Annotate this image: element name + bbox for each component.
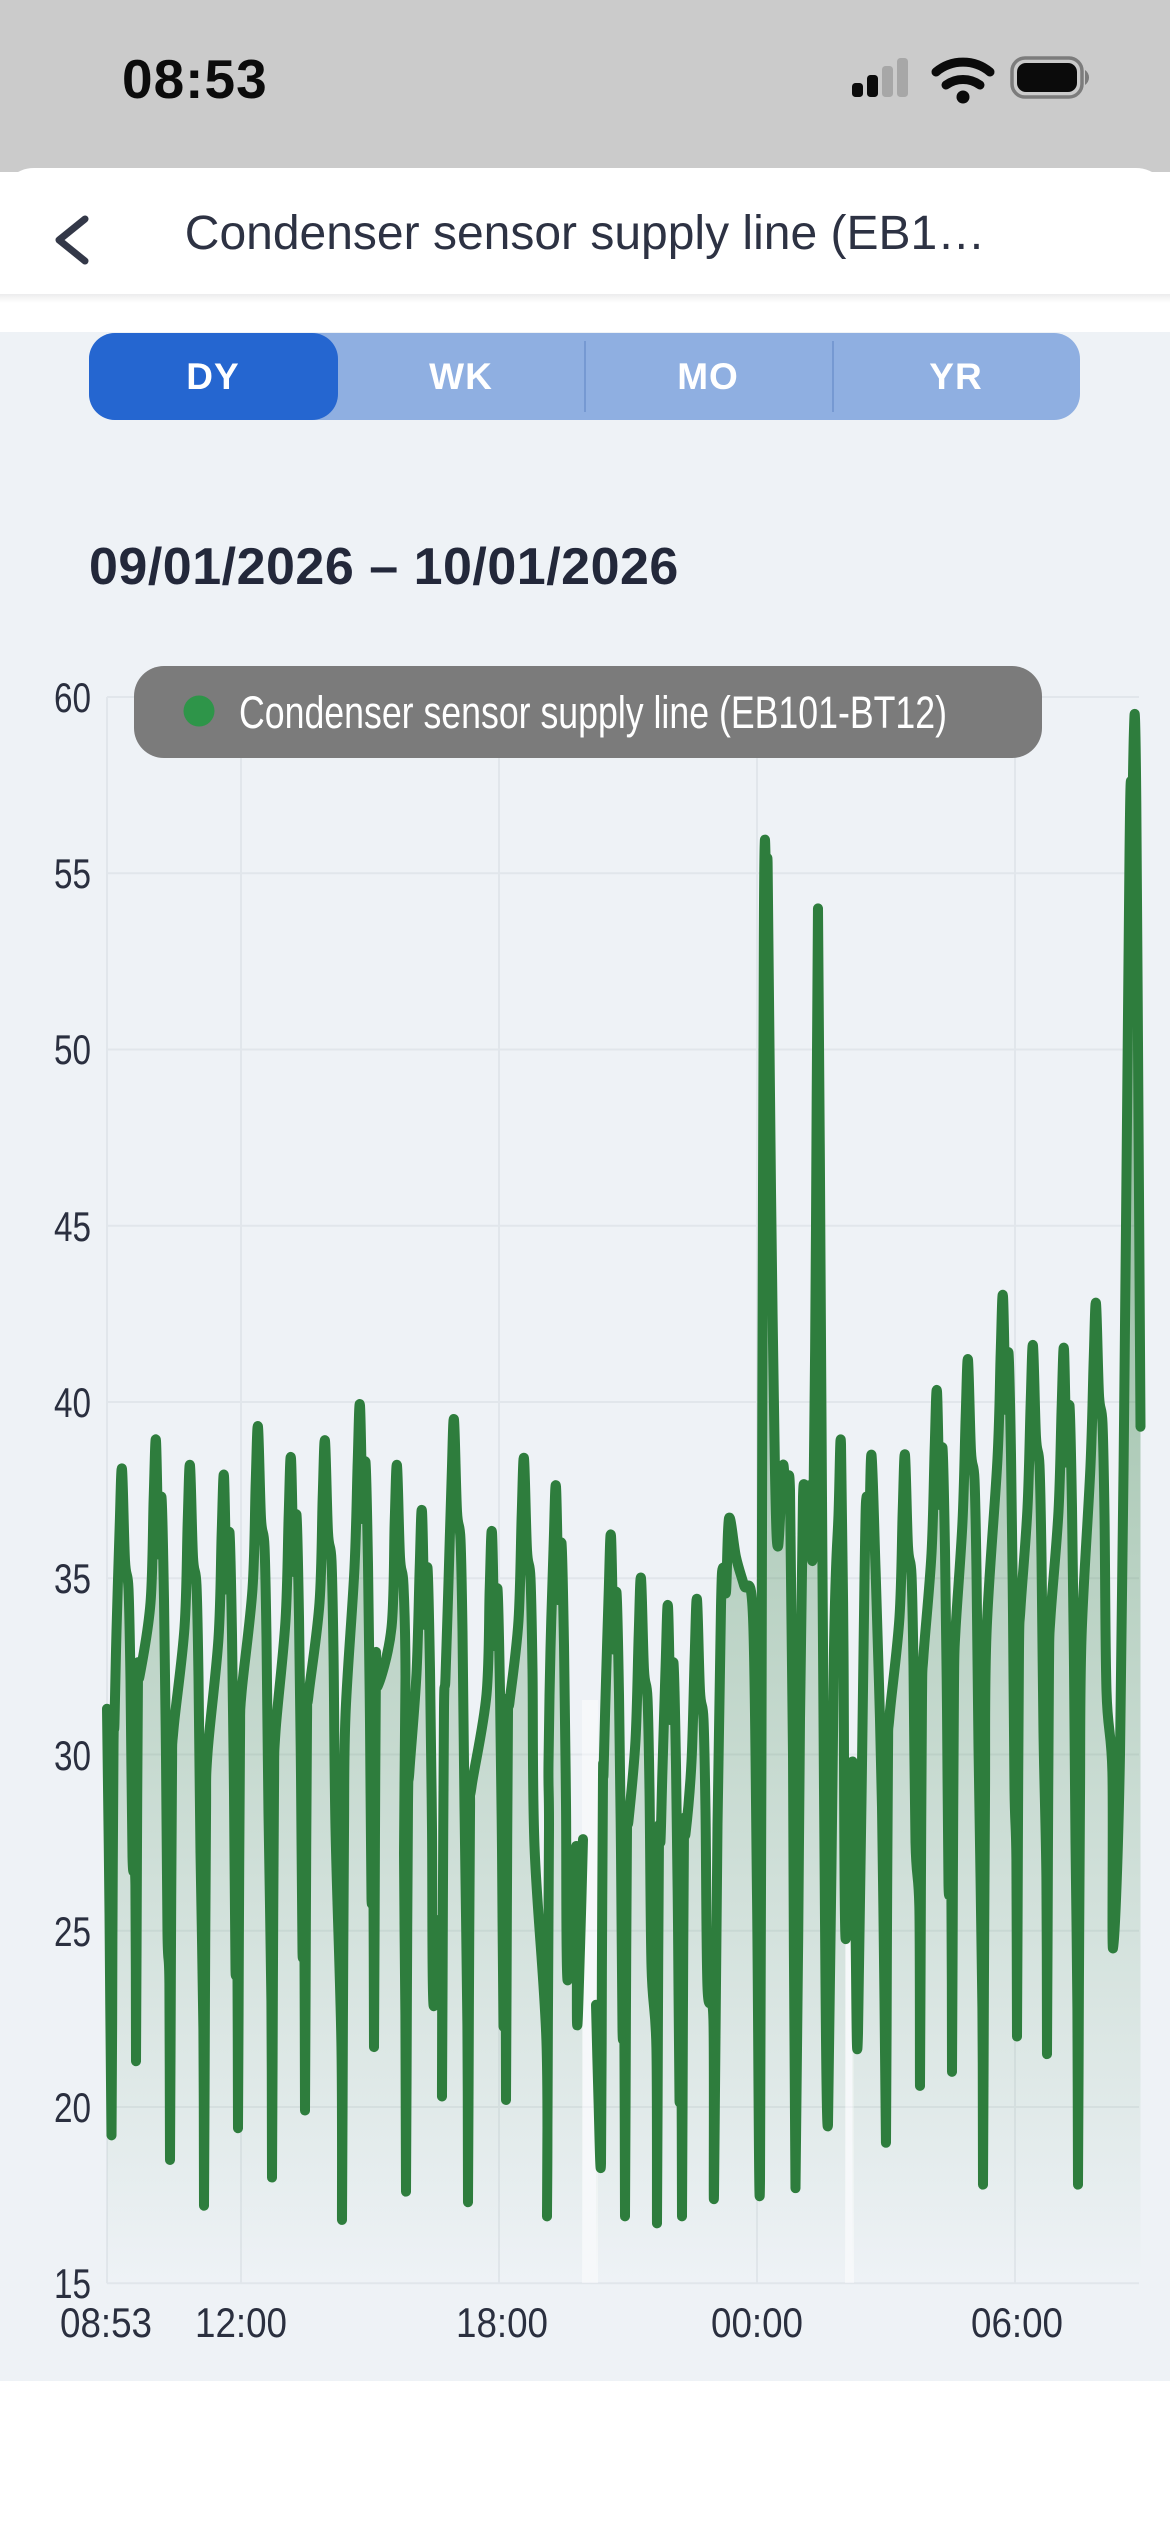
svg-text:60: 60: [54, 674, 91, 721]
svg-text:30: 30: [54, 1732, 91, 1779]
svg-text:18:00: 18:00: [456, 2299, 548, 2346]
svg-text:35: 35: [54, 1555, 91, 1602]
svg-text:15: 15: [54, 2260, 91, 2307]
svg-text:20: 20: [54, 2084, 91, 2131]
svg-text:50: 50: [54, 1026, 91, 1073]
svg-text:25: 25: [54, 1908, 91, 1955]
svg-text:00:00: 00:00: [711, 2299, 803, 2346]
svg-text:Condenser sensor supply line (: Condenser sensor supply line (EB101-BT12…: [239, 687, 947, 738]
svg-text:45: 45: [54, 1203, 91, 1250]
svg-text:08:53: 08:53: [60, 2299, 152, 2346]
svg-text:55: 55: [54, 850, 91, 897]
svg-text:12:00: 12:00: [195, 2299, 287, 2346]
svg-text:06:00: 06:00: [971, 2299, 1063, 2346]
svg-text:40: 40: [54, 1379, 91, 1426]
